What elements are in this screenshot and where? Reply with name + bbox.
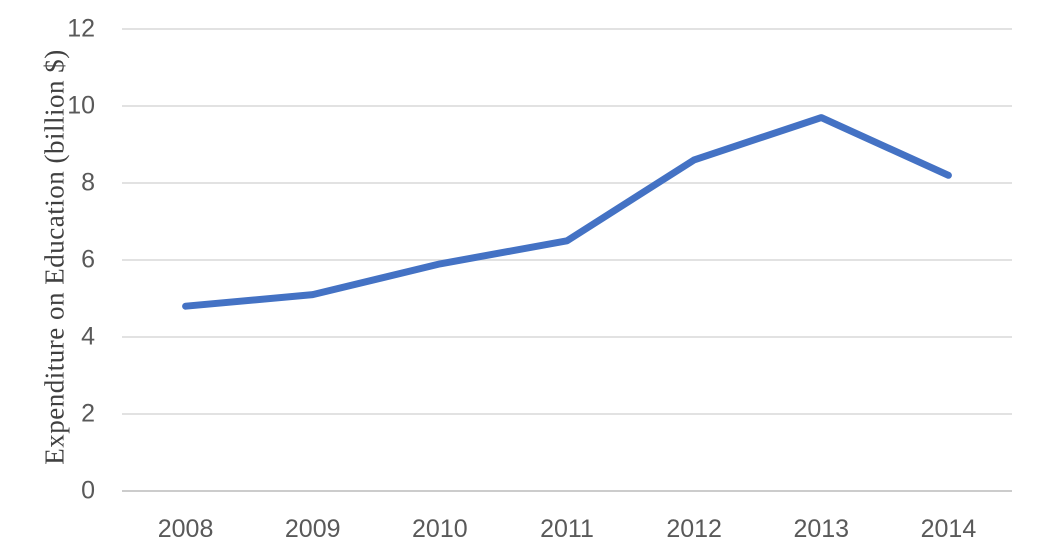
y-tick-label: 0 (81, 476, 95, 505)
data-line-series (182, 114, 952, 310)
x-tick-label: 2012 (666, 515, 722, 543)
x-tick-label: 2013 (793, 515, 850, 543)
x-tick-label: 2010 (412, 515, 468, 543)
y-tick-label: 10 (67, 91, 95, 120)
y-tick-label: 12 (67, 14, 95, 43)
x-tick-label: 2011 (540, 515, 594, 543)
x-tick-label: 2014 (920, 515, 977, 543)
y-tick-label: 6 (81, 245, 95, 274)
x-tick-label: 2009 (284, 515, 341, 543)
y-tick-label: 4 (81, 322, 95, 351)
x-tick-label: 2008 (157, 515, 214, 543)
y-tick-label: 2 (81, 399, 95, 428)
y-tick-label: 8 (81, 168, 95, 197)
